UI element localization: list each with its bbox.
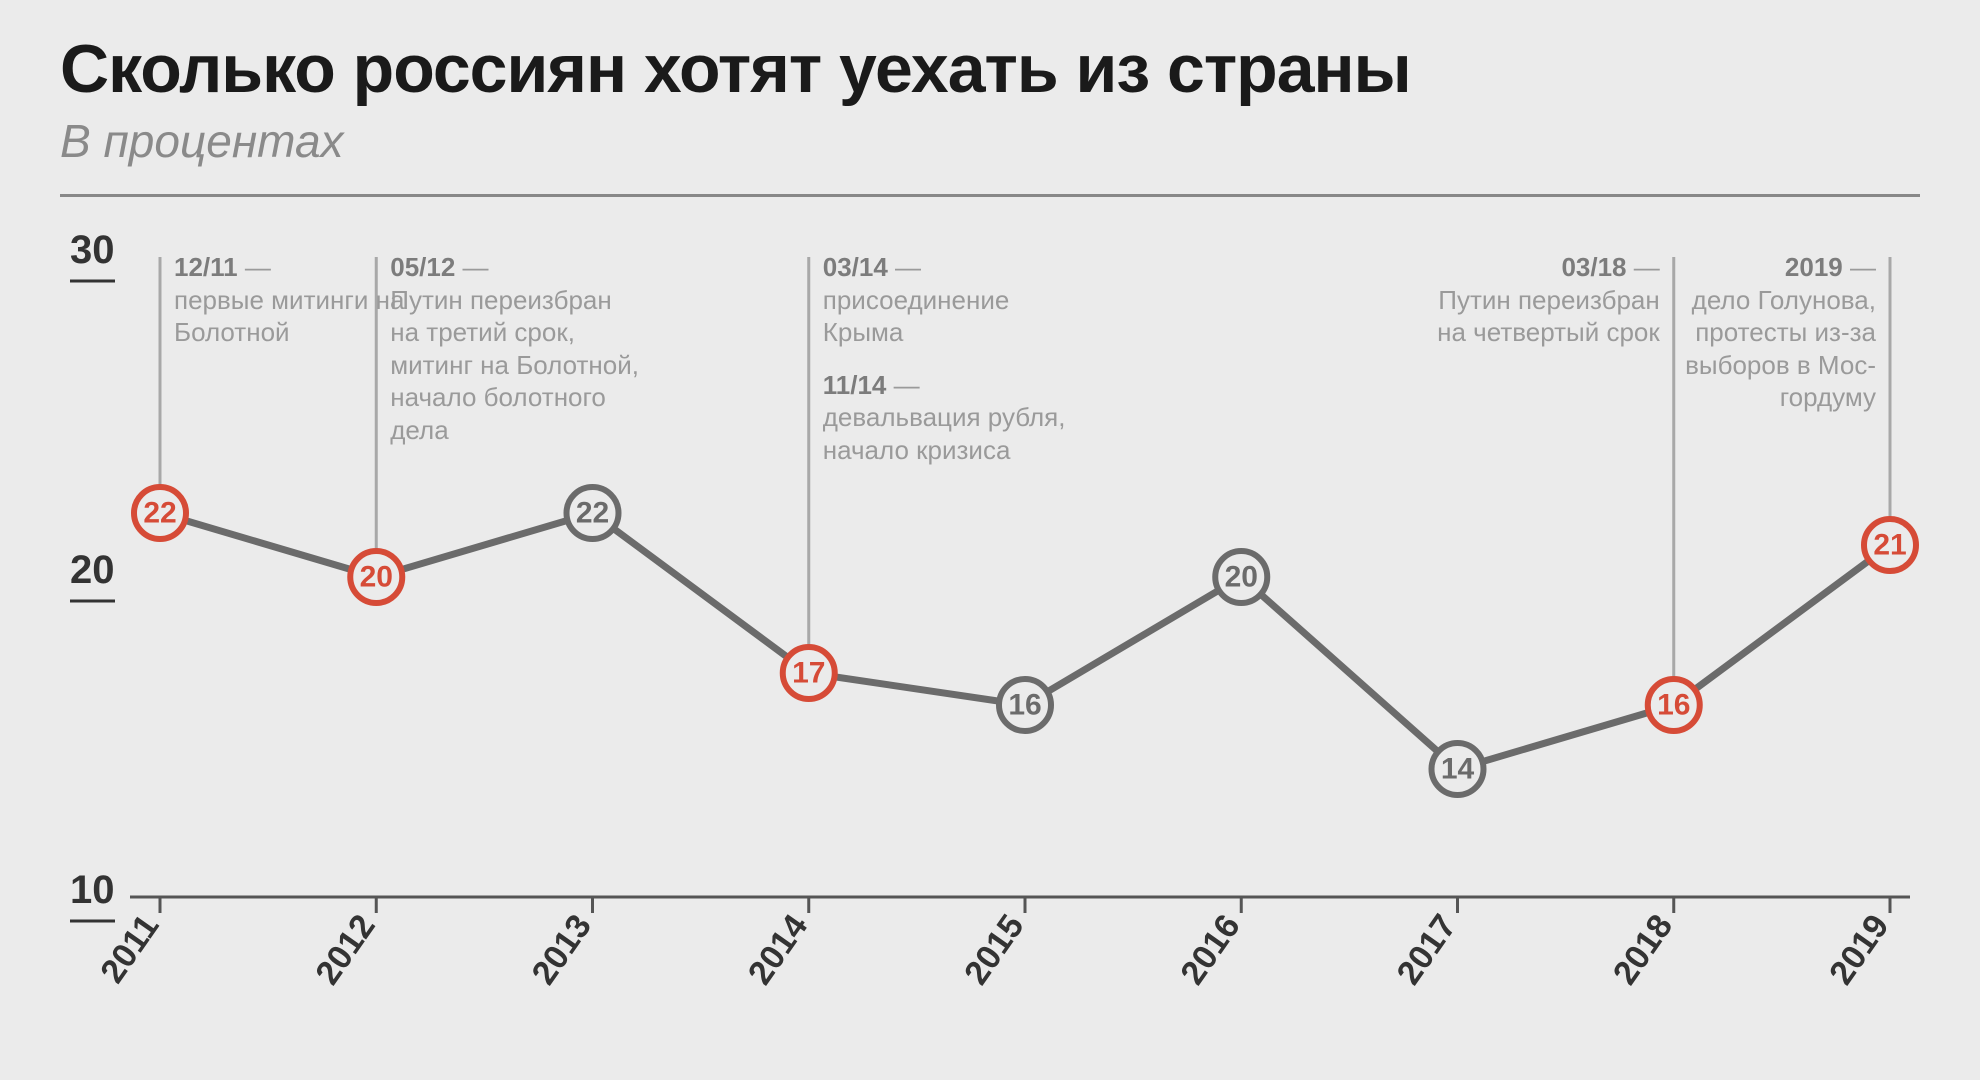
data-point-value: 21 xyxy=(1873,529,1906,562)
y-tick-label: 30 xyxy=(70,228,115,272)
data-point-value: 20 xyxy=(1225,561,1258,594)
annotation: 2019 — дело Голунова, протесты из-за выб… xyxy=(1626,251,1876,414)
data-point-value: 22 xyxy=(143,497,176,530)
data-point-value: 14 xyxy=(1441,753,1475,786)
data-point-value: 20 xyxy=(360,561,393,594)
chart-subtitle: В процентах xyxy=(60,114,1920,168)
x-tick-label: 2012 xyxy=(308,908,383,992)
annotation: 03/14 — присоединение Крыма11/14 — девал… xyxy=(823,251,1073,466)
data-point-value: 16 xyxy=(1008,689,1041,722)
x-tick-label: 2013 xyxy=(525,908,600,992)
x-tick-label: 2017 xyxy=(1390,908,1465,992)
x-tick-label: 2015 xyxy=(957,908,1032,992)
annotation: 03/18 — Путин переизбран на четвертый ср… xyxy=(1410,251,1660,349)
y-tick-label: 10 xyxy=(70,868,115,912)
chart-title: Сколько россиян хотят уехать из страны xyxy=(60,30,1920,108)
header-divider xyxy=(60,194,1920,197)
annotation: 05/12 — Путин переизбран на третий срок,… xyxy=(390,251,640,446)
x-tick-label: 2014 xyxy=(741,908,816,992)
chart-container: 1020302011201220132014201520162017201820… xyxy=(60,217,1920,1037)
x-tick-label: 2019 xyxy=(1822,908,1897,992)
y-tick-label: 20 xyxy=(70,548,115,592)
data-point-value: 22 xyxy=(576,497,609,530)
data-point-value: 17 xyxy=(792,657,825,690)
x-tick-label: 2018 xyxy=(1606,908,1681,992)
data-point-value: 16 xyxy=(1657,689,1690,722)
annotation: 12/11 — первые митинги на Болотной xyxy=(174,251,424,349)
x-tick-label: 2016 xyxy=(1173,908,1248,992)
